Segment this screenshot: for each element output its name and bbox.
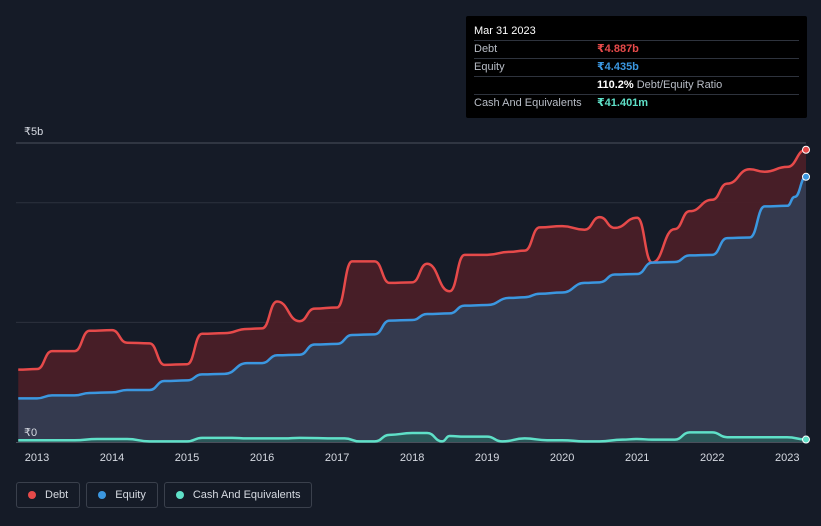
tooltip-debt-label: Debt <box>474 43 498 55</box>
debt-endpoint <box>802 145 810 154</box>
y-tick-label-zero: ₹0 <box>24 427 37 439</box>
x-tick-label: 2013 <box>25 452 49 464</box>
tooltip-ratio-spacer <box>474 77 597 94</box>
series-lines <box>18 148 807 443</box>
tooltip-row-cash: Cash And Equivalents ₹41.401m <box>474 94 799 112</box>
cash-endpoint <box>802 435 810 444</box>
series-endpoints <box>802 145 810 444</box>
x-tick-label: 2017 <box>325 452 349 464</box>
y-axis: ₹5b ₹0 <box>24 126 43 439</box>
x-tick-label: 2015 <box>175 452 199 464</box>
tooltip-cash-label: Cash And Equivalents <box>474 97 582 109</box>
tooltip-cash-value: ₹41.401m <box>597 97 649 109</box>
tooltip-ratio-label: Debt/Equity Ratio <box>636 79 723 91</box>
x-tick-label: 2022 <box>700 452 724 464</box>
equity-area <box>18 176 806 443</box>
legend-item-equity[interactable]: Equity <box>86 482 158 508</box>
x-axis: 2013 2014 2015 2016 2017 2018 2019 2020 2021 2022… <box>25 452 800 464</box>
legend-equity-label: Equity <box>115 489 146 501</box>
legend-equity-dot-icon <box>98 491 107 499</box>
legend-debt-dot-icon <box>28 491 36 499</box>
legend-debt-label: Debt <box>45 489 69 501</box>
x-tick-label: 2014 <box>100 452 124 464</box>
equity-line <box>18 175 807 400</box>
tooltip-row-ratio: 110.2% Debt/Equity Ratio <box>474 76 799 94</box>
y-tick-label-max: ₹5b <box>24 126 43 138</box>
legend-cash-dot-icon <box>175 491 184 499</box>
tooltip-equity-value: ₹4.435b <box>597 61 639 73</box>
tooltip-debt-value: ₹4.887b <box>597 43 639 55</box>
debt-line <box>18 148 807 371</box>
x-tick-label: 2019 <box>475 452 499 464</box>
tooltip-row-debt: Debt ₹4.887b <box>474 40 799 58</box>
legend-item-cash[interactable]: Cash And Equivalents <box>163 482 313 508</box>
x-tick-label: 2021 <box>625 452 649 464</box>
cash-line <box>18 431 807 443</box>
legend-item-debt[interactable]: Debt <box>16 482 81 508</box>
cash-area <box>18 432 806 442</box>
series-areas <box>18 149 806 443</box>
equity-endpoint <box>802 172 810 181</box>
tooltip-equity-label: Equity <box>474 61 505 73</box>
x-tick-label: 2016 <box>250 452 274 464</box>
legend: Debt Equity Cash And Equivalents <box>16 482 313 508</box>
tooltip-ratio-value: 110.2% <box>597 79 634 91</box>
x-tick-label: 2023 <box>775 452 799 464</box>
legend-cash-label: Cash And Equivalents <box>192 489 301 501</box>
tooltip-date: Mar 31 2023 <box>474 25 536 37</box>
tooltip-row-equity: Equity ₹4.435b <box>474 58 799 76</box>
x-tick-label: 2020 <box>550 452 574 464</box>
tooltip: Mar 31 2023 Debt ₹4.887b Equity ₹4.435b … <box>466 16 807 118</box>
x-tick-label: 2018 <box>400 452 424 464</box>
